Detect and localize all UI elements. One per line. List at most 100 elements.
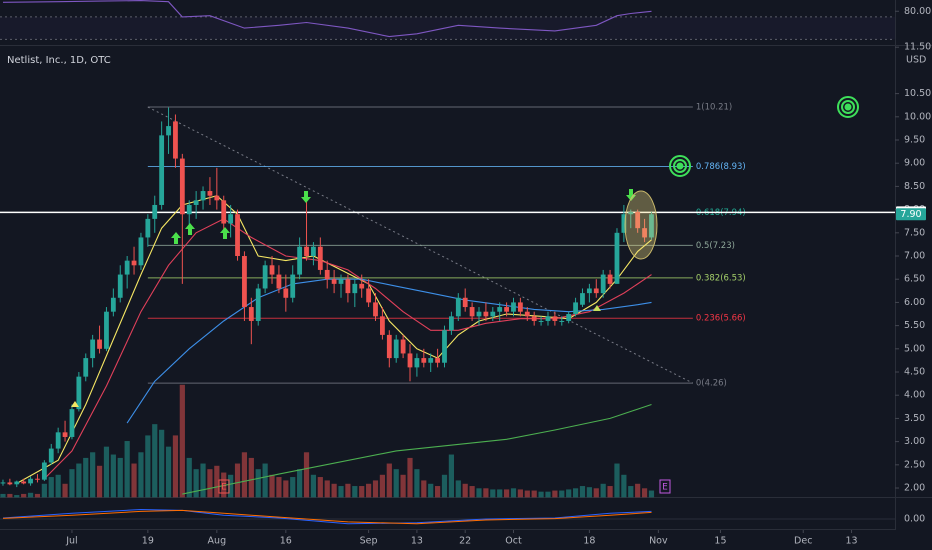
volume-bar (297, 469, 303, 498)
candle-body (642, 228, 647, 238)
candle-body (428, 358, 434, 363)
fib-label: 0.5(7.23) (696, 241, 735, 251)
volume-bar (310, 474, 317, 498)
candle-body (476, 311, 482, 317)
x-tick-label: 13 (411, 536, 423, 547)
candle-body (580, 293, 585, 305)
volume-bar (186, 457, 192, 498)
candle-body (83, 358, 89, 377)
volume-bar (152, 424, 158, 498)
candle-body (248, 307, 254, 321)
volume-bar (34, 493, 41, 498)
x-tick-label: 18 (583, 536, 595, 547)
volume-bar (179, 384, 185, 498)
x-tick-label: Oct (505, 536, 522, 547)
candle-body (393, 339, 399, 359)
candle-body (511, 302, 516, 312)
moving-average (44, 218, 652, 480)
volume-bar (76, 463, 82, 498)
y-tick-label: 10.00 (904, 111, 931, 122)
y-tick-label: 6.00 (904, 297, 925, 308)
x-tick-label: 22 (459, 536, 471, 547)
target-dot (844, 103, 852, 111)
volume-bar (0, 493, 6, 498)
candle-body (359, 283, 365, 289)
fib-label: 0(4.26) (696, 379, 727, 389)
volume-bar (593, 488, 599, 498)
candle-body (517, 302, 523, 312)
volume-bar (193, 469, 199, 498)
x-tick-label: Nov (649, 536, 668, 547)
candle-body (14, 481, 20, 485)
candle-body (538, 320, 544, 322)
volume-bar (572, 488, 579, 498)
volume-bar (421, 480, 427, 498)
y-tick-label: 5.50 (904, 320, 925, 331)
candle-body (628, 211, 634, 215)
fib-label: 0.236(5.66) (696, 314, 746, 324)
volume-bar (69, 469, 75, 498)
volume-bar (262, 463, 268, 498)
candle-body (600, 274, 606, 294)
candle-body (41, 462, 47, 480)
moving-average (126, 278, 652, 424)
target-icon (837, 96, 859, 118)
candle-body (124, 260, 130, 275)
volume-bar (90, 452, 96, 498)
target-ring (837, 96, 859, 118)
volume-bar (234, 463, 241, 498)
volume-bar (96, 465, 103, 498)
volume-bar (324, 480, 330, 498)
up-arrow (185, 223, 195, 235)
candle-body (593, 288, 599, 294)
volume-bar (172, 435, 179, 498)
fib-label: 0.382(6.53) (696, 273, 746, 283)
candle-body (90, 339, 96, 359)
volume-bar (241, 452, 248, 498)
y-tick-label: 8.50 (904, 181, 925, 192)
volume-bar (462, 483, 468, 498)
volume-bar (27, 492, 34, 498)
volume-bar (386, 463, 392, 498)
volume-bar (379, 474, 386, 498)
candle-body (283, 288, 289, 298)
volume-bar (131, 463, 137, 498)
volume-bar (407, 457, 413, 498)
volume-bar (283, 480, 289, 498)
volume-bar (117, 457, 123, 498)
volume-bar (503, 489, 510, 498)
volume-bar (648, 490, 655, 498)
candle-body (566, 314, 572, 321)
candle-body (442, 330, 447, 363)
candle-body (166, 126, 171, 136)
y-tick-label: 6.50 (904, 274, 925, 285)
volume-bar (55, 474, 61, 498)
candle-body (35, 478, 40, 480)
signal-marker (71, 401, 79, 407)
candle-body (76, 376, 82, 410)
candle-body (331, 279, 337, 284)
candle-body (531, 316, 537, 321)
y-tick-label: 2.50 (904, 459, 925, 470)
x-tick-label: Sep (360, 536, 378, 547)
price-tag-label: 7.90 (900, 209, 921, 220)
candle-body (497, 307, 503, 312)
candle-body (545, 316, 551, 321)
earnings-marker: E (221, 483, 227, 493)
volume-bar (400, 474, 406, 498)
candle-body (414, 358, 420, 368)
chart-title: Netlist, Inc., 1D, OTC (7, 55, 111, 66)
volume-bar (517, 489, 523, 498)
candle-body (586, 288, 592, 294)
volume-bar (545, 491, 551, 498)
candle-body (524, 311, 530, 317)
macd-line (2, 508, 652, 525)
candle-body (490, 311, 496, 317)
moving-average (16, 195, 652, 484)
candle-body (573, 302, 578, 315)
y-tick-label: 2.00 (904, 483, 925, 494)
x-tick-label: Jul (65, 536, 77, 547)
candle-body (55, 432, 61, 449)
price-tag (896, 208, 926, 221)
